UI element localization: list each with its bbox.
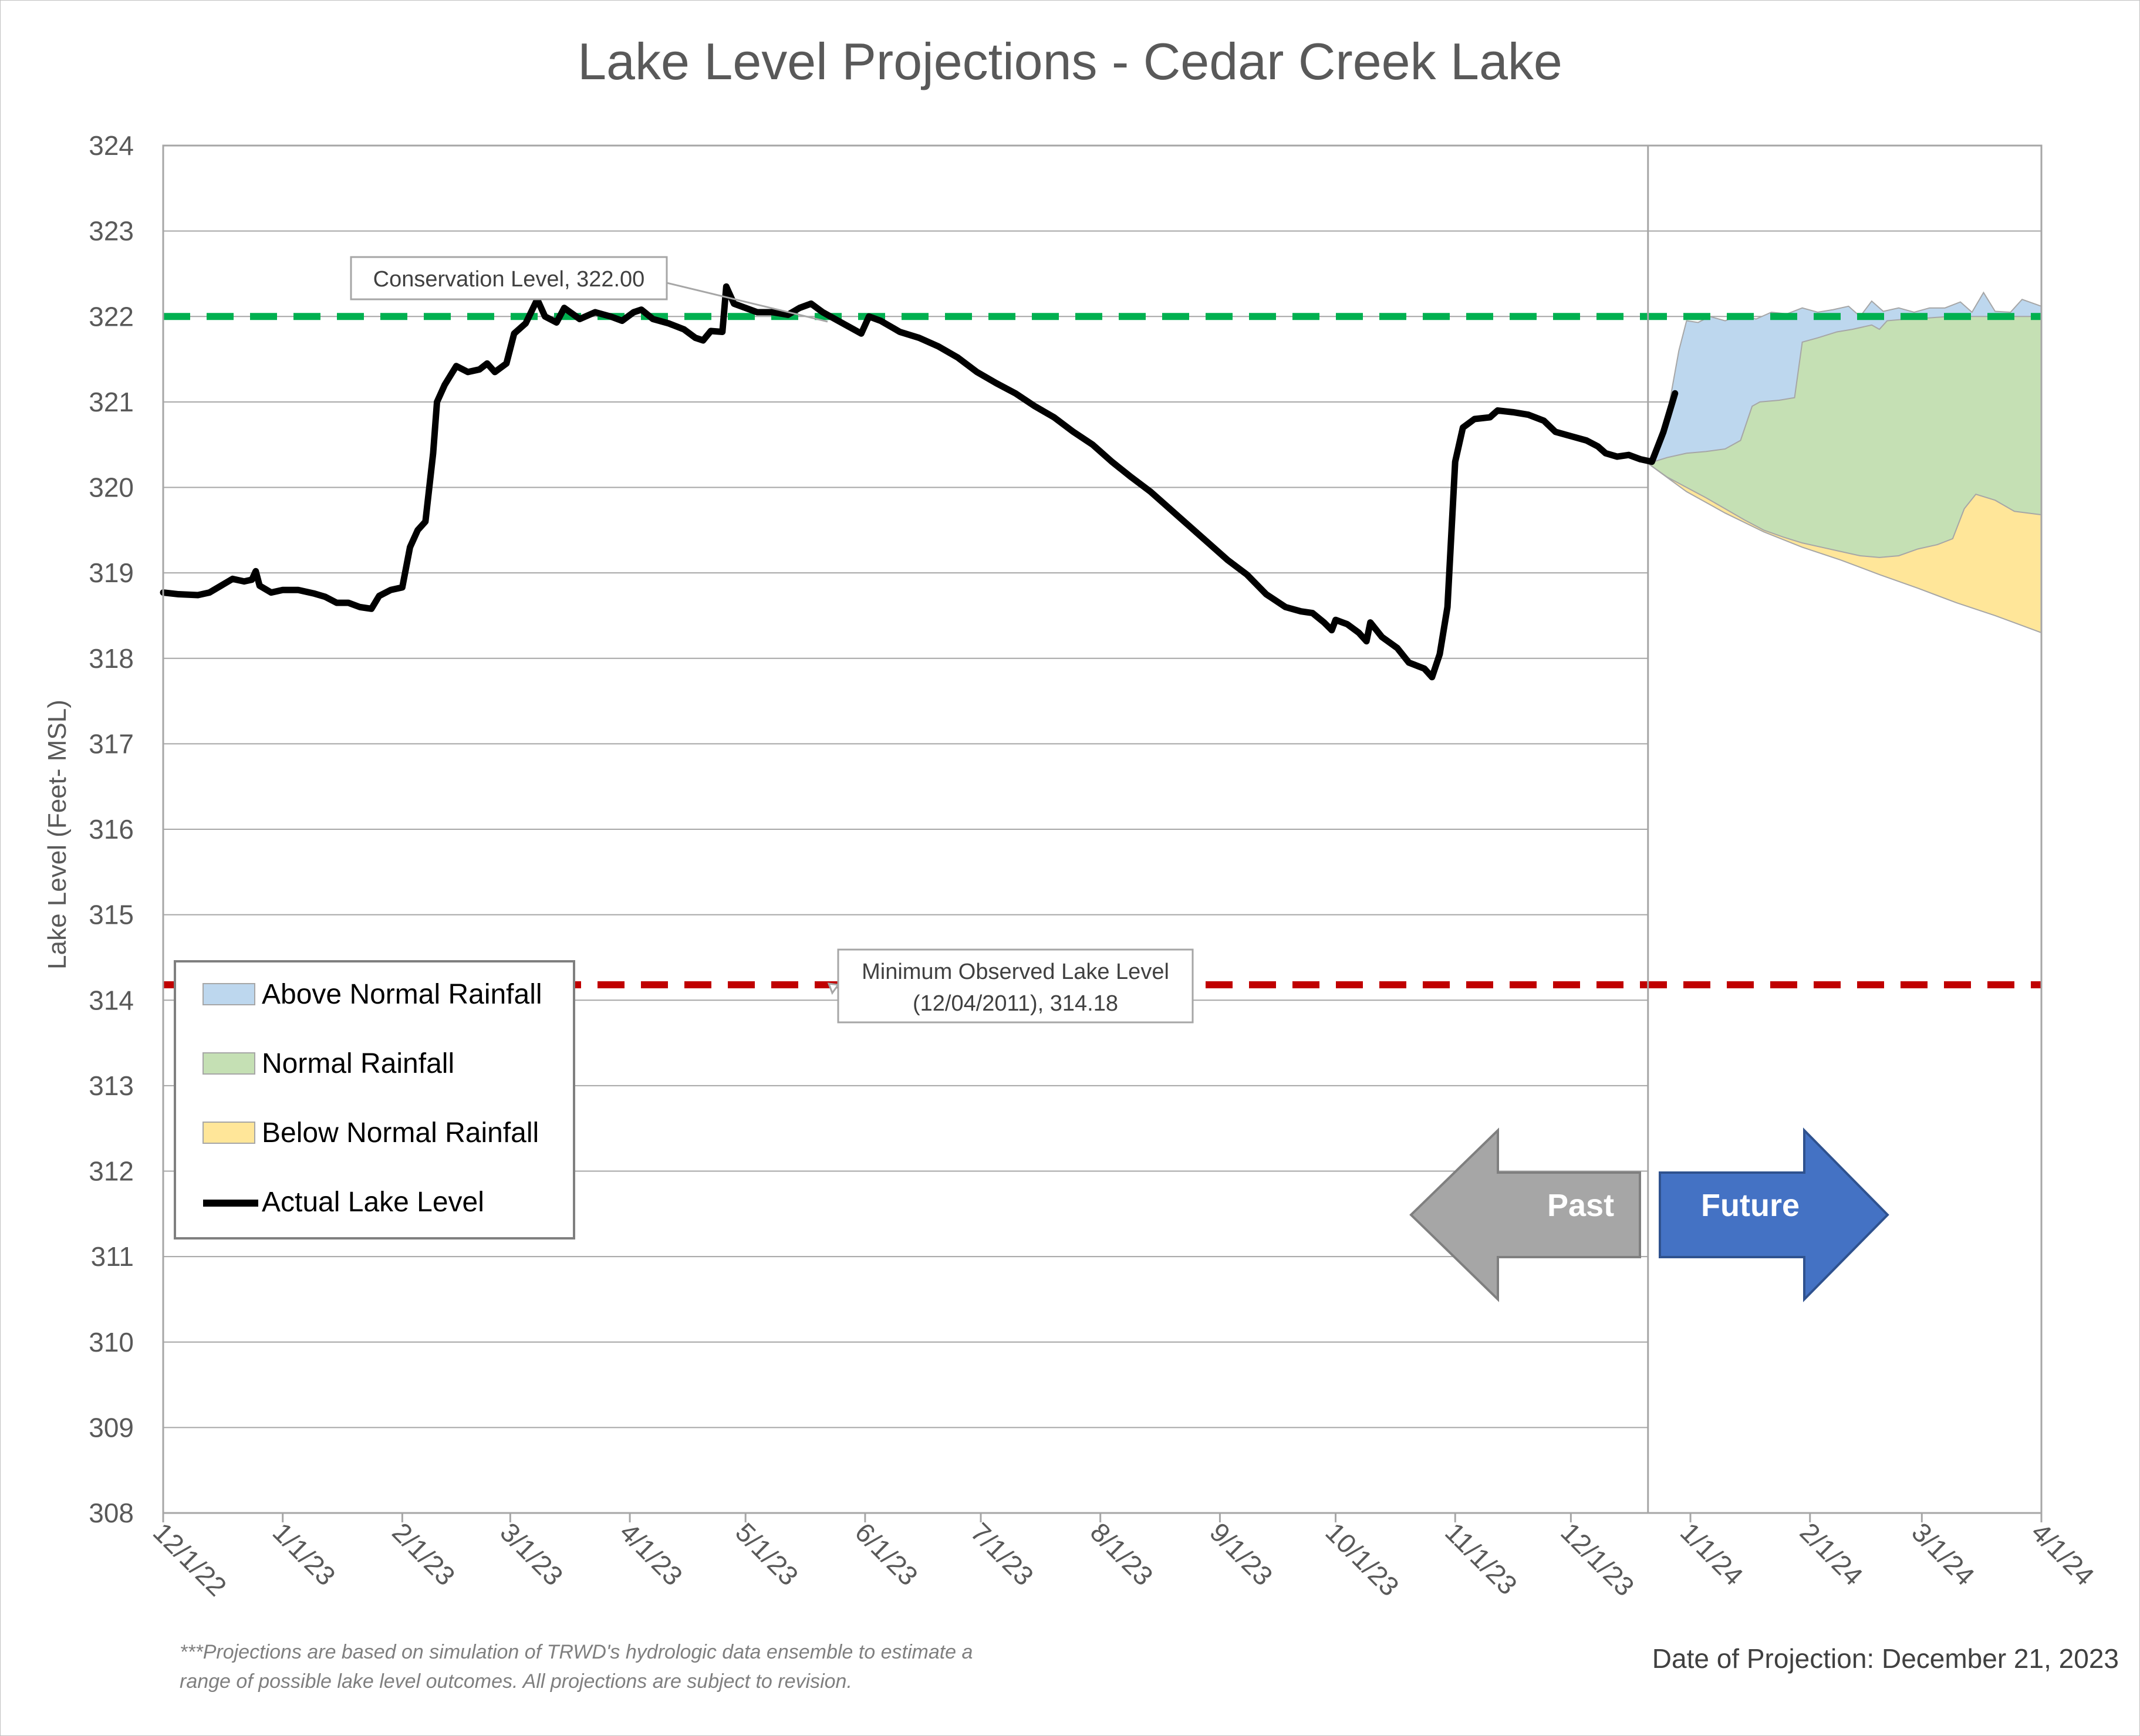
conservation-level-label: Conservation Level, 322.00 xyxy=(373,267,645,292)
y-tick-label: 312 xyxy=(89,1156,134,1187)
line-actual-lake-level xyxy=(160,283,1679,681)
future-arrow-label: Future xyxy=(1701,1188,1800,1223)
y-tick-label: 320 xyxy=(89,472,134,503)
plot-area-border xyxy=(162,144,2043,1514)
x-tick-label: 1/1/23 xyxy=(267,1517,342,1591)
x-tick-label: 11/1/23 xyxy=(1439,1517,1523,1600)
y-tick-label: 317 xyxy=(89,728,134,759)
projection-areas xyxy=(1647,291,2042,1514)
past-arrow-label: Past xyxy=(1547,1188,1614,1223)
legend-swatch-above-normal xyxy=(202,983,255,1005)
y-tick-label: 321 xyxy=(89,387,134,417)
y-tick-label: 318 xyxy=(89,643,134,674)
x-tick-label: 12/1/22 xyxy=(147,1517,232,1602)
x-tick-label: 6/1/23 xyxy=(849,1517,924,1591)
legend-item-actual: Actual Lake Level xyxy=(203,1187,484,1218)
x-tick-label: 3/1/23 xyxy=(494,1517,569,1591)
legend-item-below-normal: Below Normal Rainfall xyxy=(202,1117,539,1149)
legend-item-above-normal: Above Normal Rainfall xyxy=(202,979,542,1010)
legend: Above Normal Rainfall Normal Rainfall Be… xyxy=(174,960,575,1239)
footnote-line-1: ***Projections are based on simulation o… xyxy=(180,1641,973,1663)
x-tick-label: 2/1/24 xyxy=(1794,1517,1869,1591)
y-tick-label: 310 xyxy=(89,1327,134,1357)
y-tick-label: 314 xyxy=(89,985,134,1015)
footnote-line-2: range of possible lake level outcomes. A… xyxy=(180,1670,852,1693)
y-axis-label: Lake Level (Feet- MSL) xyxy=(43,700,72,970)
y-tick-label: 322 xyxy=(89,301,134,332)
y-tick-label: 309 xyxy=(89,1412,134,1443)
y-tick-labels: 308 309 310 311 312 313 314 315 316 317 318 319 320 3… xyxy=(89,130,134,1528)
projection-date: Date of Projection: December 21, 2023 xyxy=(1652,1643,2119,1674)
chart-title: Lake Level Projections - Cedar Creek Lak… xyxy=(578,32,1562,90)
x-tick-label: 3/1/24 xyxy=(1906,1517,1980,1591)
x-tick-label: 5/1/23 xyxy=(730,1517,804,1591)
x-tick-label: 4/1/24 xyxy=(2026,1517,2100,1591)
y-tick-label: 316 xyxy=(89,814,134,845)
x-tick-label: 9/1/23 xyxy=(1204,1517,1278,1591)
axes xyxy=(162,144,2043,1522)
minimum-level-label-line2: (12/04/2011), 314.18 xyxy=(913,991,1118,1016)
y-tick-label: 311 xyxy=(91,1241,134,1272)
x-tick-label: 1/1/24 xyxy=(1675,1517,1749,1591)
minimum-level-label-line1: Minimum Observed Lake Level xyxy=(862,960,1169,984)
x-tick-label: 4/1/23 xyxy=(614,1517,688,1591)
y-tick-label: 315 xyxy=(89,900,134,930)
y-tick-label: 313 xyxy=(89,1070,134,1101)
legend-label-below-normal: Below Normal Rainfall xyxy=(262,1117,539,1149)
minimum-level-callout: Minimum Observed Lake Level (12/04/2011)… xyxy=(827,948,1194,1024)
future-arrow: Future xyxy=(1659,1127,1889,1302)
legend-swatch-normal xyxy=(202,1052,255,1075)
y-tick-label: 324 xyxy=(89,130,134,161)
x-tick-label: 7/1/23 xyxy=(965,1517,1039,1591)
legend-label-normal: Normal Rainfall xyxy=(262,1048,454,1079)
x-tick-label: 2/1/23 xyxy=(386,1517,461,1591)
past-arrow: Past xyxy=(1409,1127,1641,1302)
y-tick-label: 308 xyxy=(89,1498,134,1528)
conservation-level-callout: Conservation Level, 322.00 xyxy=(350,256,828,323)
actual-lake-level-series xyxy=(160,283,1679,681)
x-tick-label: 8/1/23 xyxy=(1085,1517,1159,1591)
y-tick-label: 319 xyxy=(89,558,134,588)
x-tick-label: 12/1/23 xyxy=(1555,1517,1640,1602)
legend-item-normal: Normal Rainfall xyxy=(202,1048,454,1079)
legend-label-actual: Actual Lake Level xyxy=(262,1187,484,1218)
x-tick-label: 10/1/23 xyxy=(1319,1517,1405,1602)
legend-swatch-below-normal xyxy=(202,1122,255,1144)
x-tick-labels: 12/1/22 1/1/23 2/1/23 3/1/23 4/1/23 5/1/23 6/1… xyxy=(147,1517,2100,1602)
legend-label-above-normal: Above Normal Rainfall xyxy=(262,979,542,1010)
y-tick-label: 323 xyxy=(89,216,134,246)
